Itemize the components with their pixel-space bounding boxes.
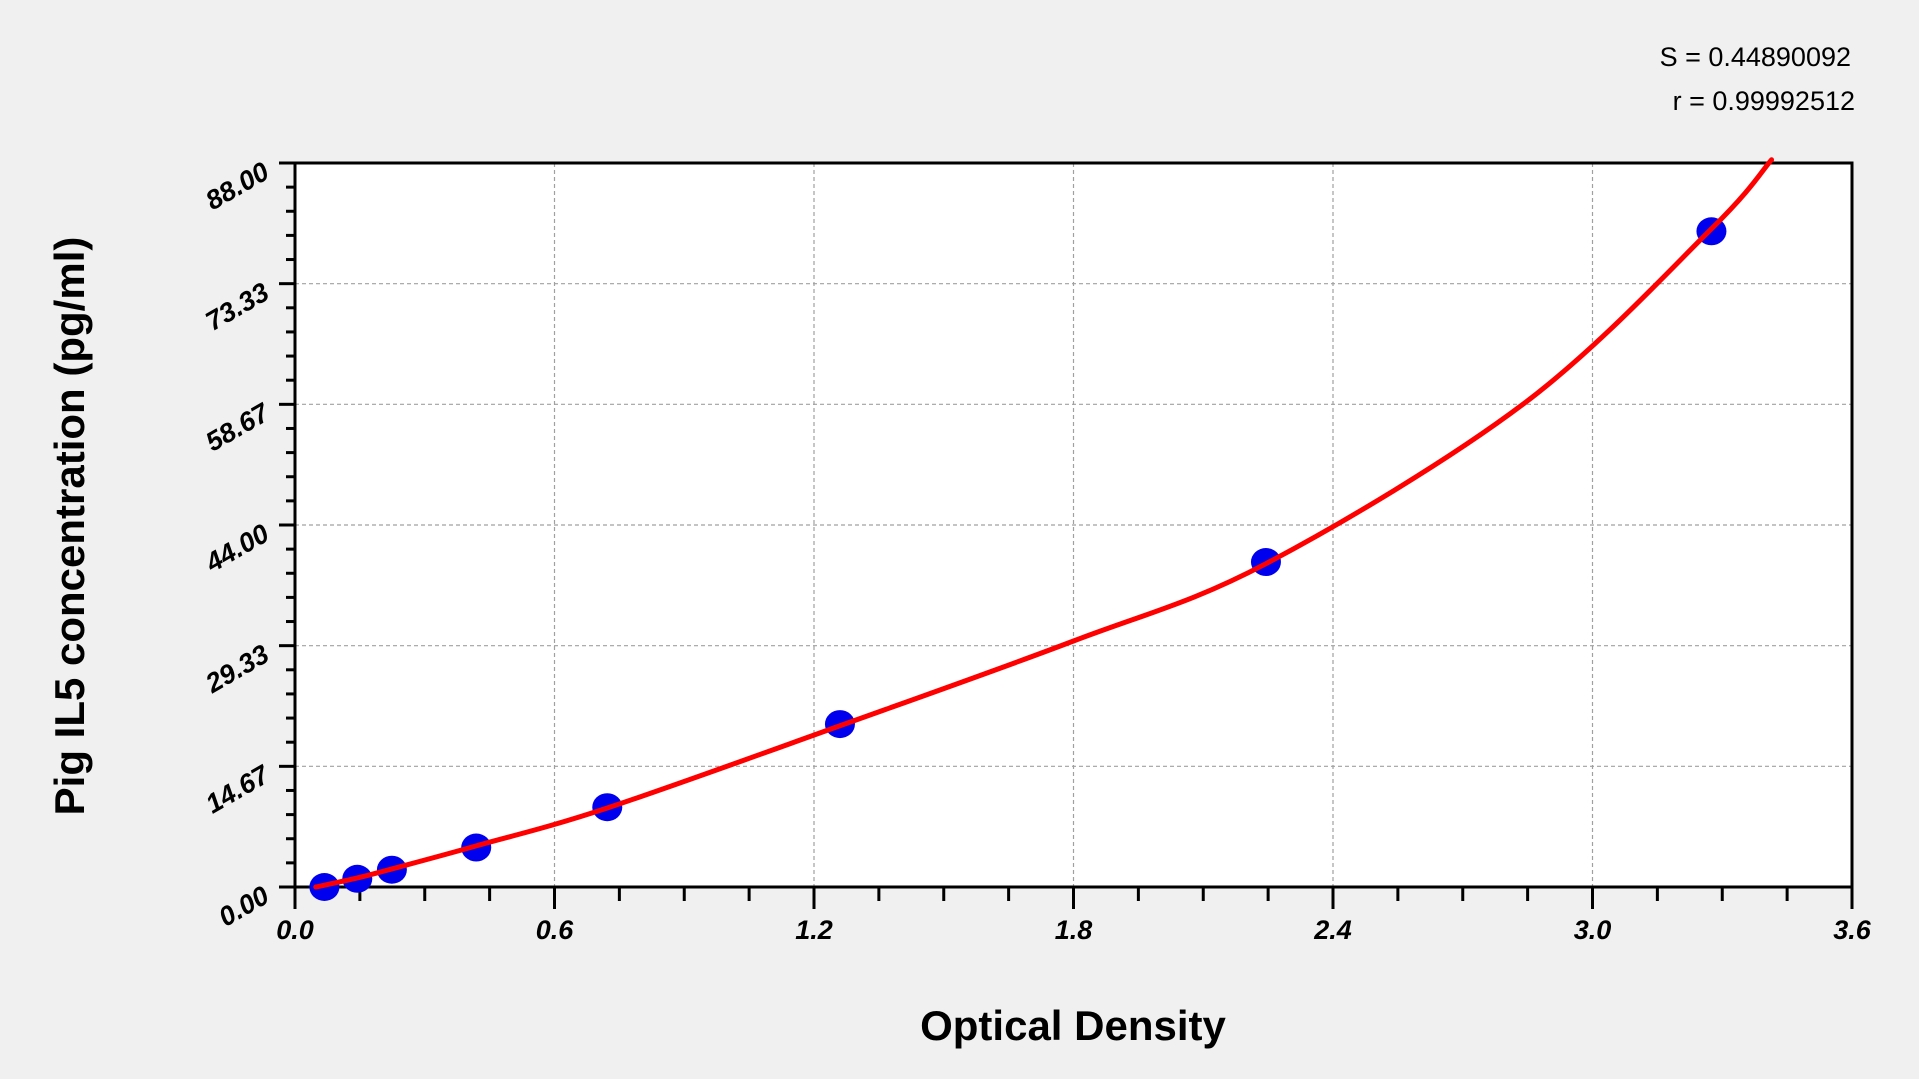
y-axis-title: Pig IL5 concentration (pg/ml) xyxy=(46,237,93,816)
plot-frame xyxy=(293,161,1854,889)
grid xyxy=(295,163,1852,887)
y-tick-label: 29.33 xyxy=(200,639,274,699)
x-tick-label: 0.0 xyxy=(276,915,314,945)
x-axis-title: Optical Density xyxy=(920,1002,1226,1049)
y-tick-label: 73.33 xyxy=(200,277,274,337)
x-tick-label: 2.4 xyxy=(1313,915,1352,945)
stat-s: S = 0.44890092 xyxy=(1660,42,1851,72)
y-tick-label: 14.67 xyxy=(200,759,275,820)
y-tick-label: 58.67 xyxy=(200,397,275,458)
x-tick-label: 3.0 xyxy=(1574,915,1612,945)
y-tick-label: 44.00 xyxy=(200,518,274,578)
y-tick-label: 88.00 xyxy=(200,156,274,216)
y-tick-label: 0.00 xyxy=(213,880,274,932)
x-tick-label: 1.2 xyxy=(795,915,833,945)
x-tick-labels: 0.0 0.6 1.2 1.8 2.4 3.0 3.6 xyxy=(276,915,1872,945)
stat-r: r = 0.99992512 xyxy=(1673,86,1855,116)
fit-curve xyxy=(313,157,1775,890)
y-tick-labels: 0.00 14.67 29.33 44.00 58.67 73.33 88.00 xyxy=(200,156,276,932)
x-tick-label: 3.6 xyxy=(1833,915,1872,945)
x-tick-label: 0.6 xyxy=(536,915,575,945)
x-tick-label: 1.8 xyxy=(1055,915,1093,945)
